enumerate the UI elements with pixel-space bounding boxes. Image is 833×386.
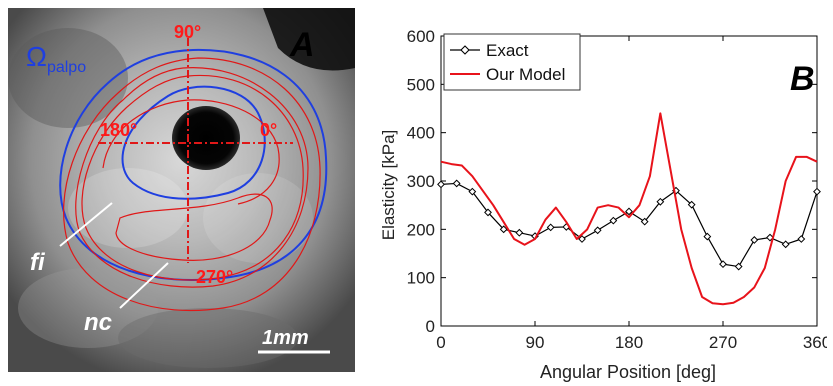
data-point-exact	[515, 228, 524, 237]
legend-label-exact: Exact	[486, 41, 529, 60]
y-tick-label: 600	[407, 27, 435, 46]
outer-red-contour	[63, 57, 321, 311]
data-point-exact	[484, 208, 492, 217]
data-point-exact	[609, 216, 618, 225]
fi-label: fi	[30, 249, 46, 276]
y-tick-label: 100	[407, 269, 435, 288]
y-tick-label: 200	[407, 220, 435, 239]
data-point-exact	[750, 236, 759, 244]
data-point-exact	[719, 260, 727, 269]
data-point-exact	[593, 226, 602, 235]
data-point-exact	[452, 179, 461, 188]
series-line-our-model	[440, 112, 818, 306]
chart-ticks: 0 90 180 270 360 0 100 200 300 400 500 600	[407, 27, 827, 352]
series-line-exact	[440, 182, 818, 268]
angle-label-90: 90°	[174, 22, 201, 42]
y-axis-label: Elasticity [kPa]	[379, 130, 398, 241]
inner-wall-contour	[121, 85, 266, 200]
ultrasound-panel: A Ωpalpo 90° 180° 0° 270° fi nc 1mm	[8, 8, 355, 372]
legend-box	[443, 33, 581, 91]
data-point-exact	[781, 240, 790, 249]
x-tick-label: 90	[526, 333, 545, 352]
panel-b-label: B	[790, 60, 815, 98]
dark-corner-region	[263, 8, 355, 71]
data-point-exact	[578, 235, 586, 243]
angle-label-180: 180°	[100, 120, 137, 140]
nc-label: nc	[84, 309, 112, 336]
data-point-exact	[687, 200, 696, 209]
data-point-exact	[734, 262, 743, 271]
data-point-exact	[656, 197, 665, 206]
omega-label: Ωpalpo	[26, 41, 86, 76]
y-tick-label: 300	[407, 172, 435, 191]
data-point-exact	[625, 207, 633, 216]
data-point-exact	[640, 217, 649, 226]
x-tick-label: 360	[803, 333, 827, 352]
data-point-exact	[499, 225, 508, 234]
data-point-exact	[703, 232, 712, 241]
inner-red-contour	[75, 67, 309, 288]
chart-series	[437, 112, 821, 306]
data-point-exact	[813, 187, 821, 196]
legend-marker-exact	[460, 45, 470, 55]
x-axis-label: Angular Position [deg]	[540, 362, 716, 382]
angle-label-270: 270°	[196, 267, 233, 287]
x-tick-label: 270	[709, 333, 737, 352]
angle-label-0: 0°	[260, 120, 277, 140]
data-point-exact	[546, 223, 555, 232]
scale-bar-label: 1mm	[262, 327, 309, 349]
y-tick-label: 0	[426, 317, 435, 336]
y-tick-label: 400	[407, 124, 435, 143]
lumen	[172, 106, 240, 170]
middle-red-contour	[81, 74, 304, 281]
fibrous-contour	[102, 99, 280, 205]
data-point-exact	[437, 180, 445, 189]
y-tick-label: 500	[407, 75, 435, 94]
data-point-exact	[468, 187, 477, 196]
necrotic-core-contour	[115, 193, 273, 261]
legend-label-model: Our Model	[486, 65, 565, 84]
x-tick-label: 0	[436, 333, 445, 352]
data-point-exact	[797, 235, 806, 243]
elasticity-chart: 0 90 180 270 360 0 100 200 300 400 500 600 Elastici…	[379, 27, 827, 382]
chart-legend: Exact Our Model	[443, 33, 581, 91]
angle-crosshair	[98, 38, 293, 263]
panel-a-label: A	[289, 26, 315, 64]
leader-lines	[59, 202, 169, 309]
tissue-contours	[63, 57, 321, 311]
x-tick-label: 180	[615, 333, 643, 352]
